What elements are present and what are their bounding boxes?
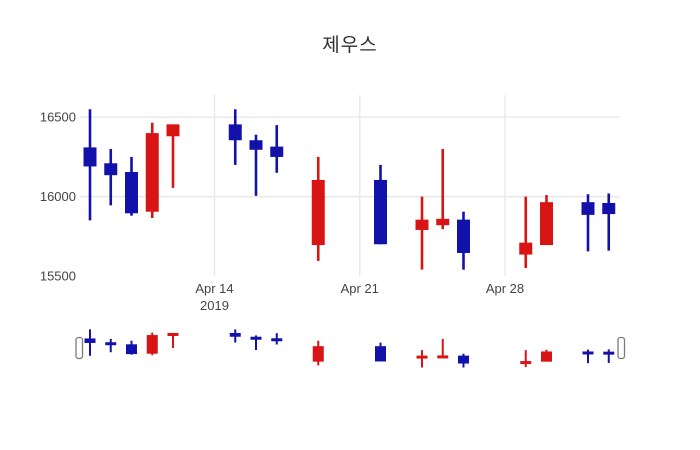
slider-candle-down — [271, 333, 283, 345]
slider-candle-body — [375, 346, 386, 362]
candle-body — [374, 179, 387, 245]
rangeslider[interactable] — [80, 324, 620, 372]
candle-body — [457, 219, 470, 253]
candle-body — [145, 133, 159, 212]
candle-down[interactable] — [228, 109, 242, 165]
candle-body — [83, 147, 97, 167]
candle-body — [228, 124, 242, 141]
slider-candle-down — [229, 329, 241, 343]
y-tick-label: 16500 — [40, 110, 76, 125]
slider-candle-body — [167, 332, 179, 336]
candle-down[interactable] — [457, 211, 470, 270]
rangeslider-handle-left[interactable] — [75, 336, 84, 360]
slider-candle-down — [126, 340, 137, 355]
candle-up[interactable] — [311, 156, 325, 261]
slider-candle-up — [541, 349, 552, 362]
candles-layer — [83, 109, 616, 270]
slider-candle-body — [582, 351, 594, 355]
y-axis-tick-labels: 16500 16000 15500 — [40, 110, 76, 284]
plot-area[interactable] — [80, 95, 620, 276]
candle-up[interactable] — [519, 196, 533, 269]
slider-candle-body — [229, 332, 241, 337]
slider-candle-body — [271, 338, 283, 342]
candle-down[interactable] — [249, 134, 263, 196]
slider-candle-down — [375, 342, 386, 362]
candle-down[interactable] — [83, 109, 97, 221]
slider-candle-down — [582, 349, 594, 364]
slider-candle-down — [84, 329, 96, 356]
slider-candle-body — [126, 344, 137, 355]
candle-down[interactable] — [374, 164, 387, 245]
slider-candle-body — [312, 346, 324, 362]
candle-down[interactable] — [125, 156, 138, 216]
slider-candle-body — [105, 342, 117, 346]
slider-candle-body — [146, 335, 158, 354]
candle-down[interactable] — [104, 148, 118, 206]
slider-candle-body — [458, 355, 469, 364]
candle-body — [249, 140, 263, 150]
slider-candle-down — [458, 353, 469, 368]
candle-body — [519, 242, 533, 255]
candle-body — [311, 179, 325, 246]
candle-up[interactable] — [436, 148, 450, 230]
candle-body — [104, 163, 118, 176]
candle-up[interactable] — [415, 196, 429, 270]
slider-candle-down — [105, 338, 117, 353]
candle-up[interactable] — [166, 124, 180, 188]
candle-down[interactable] — [602, 193, 616, 251]
chart-title: 제우스 — [322, 35, 378, 56]
y-tick-label: 16000 — [40, 189, 76, 204]
slider-candle-body — [520, 361, 532, 365]
grid-layer — [80, 95, 620, 276]
candle-body — [581, 202, 595, 215]
slider-candle-down — [603, 349, 615, 363]
x-axis-tick-labels: Apr 14 2019 Apr 21 Apr 28 — [195, 281, 524, 313]
slider-candle-body — [416, 355, 428, 359]
rangeslider-candles-layer — [84, 329, 615, 368]
candle-up[interactable] — [540, 195, 553, 246]
x-tick-label: Apr 21 — [341, 281, 379, 296]
candle-body — [415, 219, 429, 230]
slider-candle-up — [312, 340, 324, 366]
slider-candle-up — [437, 338, 449, 359]
slider-candle-up — [416, 350, 428, 368]
candle-up[interactable] — [145, 122, 159, 219]
slider-candle-up — [520, 350, 532, 368]
candle-body — [270, 146, 284, 157]
candle-body — [125, 172, 138, 214]
candle-body — [540, 202, 553, 246]
slider-candle-body — [250, 336, 262, 340]
candle-down[interactable] — [581, 194, 595, 252]
x-tick-label: Apr 28 — [486, 281, 524, 296]
candle-body — [166, 124, 180, 137]
slider-candle-body — [437, 355, 449, 359]
y-tick-label: 15500 — [40, 269, 76, 284]
slider-candle-up — [146, 332, 158, 356]
slider-candle-body — [541, 351, 552, 362]
slider-candle-up — [167, 332, 179, 349]
slider-candle-down — [250, 335, 262, 350]
slider-candle-body — [603, 351, 615, 355]
rangeslider-handle-right[interactable] — [617, 336, 626, 360]
candle-body — [436, 218, 450, 226]
candle-body — [602, 202, 616, 215]
slider-candle-body — [84, 338, 96, 343]
x-tick-sublabel: 2019 — [200, 298, 229, 313]
candle-down[interactable] — [270, 125, 284, 173]
x-tick-label: Apr 14 — [195, 281, 233, 296]
